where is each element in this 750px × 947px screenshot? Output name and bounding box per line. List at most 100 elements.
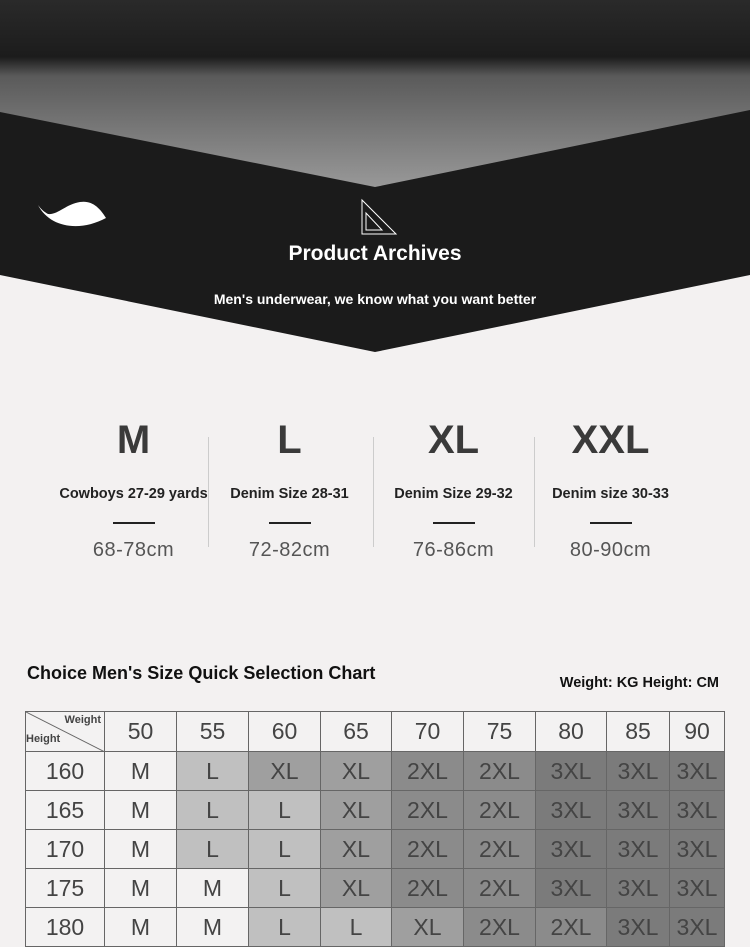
size-cell: XL (320, 790, 392, 830)
size-card-xl: XL Denim Size 29-32 76-86cm (371, 418, 536, 562)
table-row: 175 M M L XL 2XL 2XL 3XL 3XL 3XL (25, 868, 725, 908)
weight-header: 85 (606, 711, 670, 752)
size-cell: L (248, 907, 321, 947)
size-desc: Denim size 30-33 (552, 486, 669, 502)
size-cell: 3XL (669, 829, 725, 869)
height-cell: 160 (25, 751, 105, 791)
size-cell: L (176, 751, 249, 791)
weight-header: 55 (176, 711, 249, 752)
height-cell: 175 (25, 868, 105, 908)
size-cell: L (320, 907, 392, 947)
size-cell: 3XL (535, 829, 607, 869)
size-cell: 3XL (669, 868, 725, 908)
size-cell: M (104, 829, 177, 869)
size-cell: 2XL (391, 829, 464, 869)
weight-header: 75 (463, 711, 536, 752)
weight-axis-label: Weight (64, 714, 101, 726)
size-cell: L (248, 868, 321, 908)
size-range: 76-86cm (412, 539, 495, 561)
units-label: Weight: KG Height: CM (559, 675, 719, 691)
table-row: 160 M L XL XL 2XL 2XL 3XL 3XL 3XL (25, 751, 725, 791)
size-cell: M (104, 907, 177, 947)
divider (534, 437, 535, 547)
weight-header: 90 (669, 711, 725, 752)
size-cell: 2XL (463, 907, 536, 947)
size-range: 72-82cm (248, 539, 331, 561)
corner-cell: Weight Height (25, 711, 105, 752)
height-cell: 180 (25, 907, 105, 947)
size-cell: M (104, 868, 177, 908)
size-cell: L (176, 790, 249, 830)
size-card-xxl: XXL Denim size 30-33 80-90cm (528, 418, 693, 562)
size-cell: 3XL (606, 829, 670, 869)
page-title: Product Archives (288, 242, 462, 265)
leaf-icon (38, 201, 106, 227)
header-banner (0, 0, 750, 352)
size-desc: Cowboys 27-29 yards (59, 486, 208, 502)
size-cell: M (104, 790, 177, 830)
size-cell: 3XL (669, 751, 725, 791)
size-label: XL (427, 418, 480, 462)
size-cell: 3XL (606, 868, 670, 908)
size-cell: 2XL (463, 829, 536, 869)
size-cell: M (176, 907, 249, 947)
size-chart-title: Choice Men's Size Quick Selection Chart (27, 663, 376, 683)
size-cell: 3XL (669, 907, 725, 947)
size-label: M (116, 418, 151, 462)
size-range: 80-90cm (569, 539, 652, 561)
size-card-l: L Denim Size 28-31 72-82cm (207, 418, 372, 562)
size-chart-table: Weight Height 50 55 60 65 70 75 80 85 90 160 M L XL XL 2… (25, 711, 725, 947)
size-cell: 3XL (535, 751, 607, 791)
height-cell: 165 (25, 790, 105, 830)
size-cell: L (176, 829, 249, 869)
weight-header: 80 (535, 711, 607, 752)
size-cell: 3XL (606, 751, 670, 791)
size-card-m: M Cowboys 27-29 yards 68-78cm (51, 418, 216, 562)
weight-header: 70 (391, 711, 464, 752)
size-desc: Denim Size 28-31 (230, 486, 349, 502)
divider (112, 522, 155, 524)
height-cell: 170 (25, 829, 105, 869)
table-row: 170 M L L XL 2XL 2XL 3XL 3XL 3XL (25, 829, 725, 869)
size-cell: 3XL (606, 907, 670, 947)
size-range: 68-78cm (92, 539, 175, 561)
size-cell: 3XL (535, 790, 607, 830)
size-cell: 3XL (669, 790, 725, 830)
dark-chevron-band (0, 110, 750, 352)
size-label: XXL (571, 418, 650, 462)
size-cell: 2XL (463, 868, 536, 908)
set-square-ruler-icon (361, 198, 398, 235)
divider (589, 522, 632, 524)
size-cell: XL (248, 751, 321, 791)
weight-header: 50 (104, 711, 177, 752)
weight-header: 65 (320, 711, 392, 752)
table-row: 165 M L L XL 2XL 2XL 3XL 3XL 3XL (25, 790, 725, 830)
size-cell: L (248, 829, 321, 869)
size-cell: 2XL (391, 790, 464, 830)
divider (268, 522, 311, 524)
size-label: L (277, 418, 302, 462)
table-row: 180 M M L L XL 2XL 2XL 3XL 3XL (25, 907, 725, 947)
size-cell: 2XL (463, 751, 536, 791)
size-cell: 3XL (606, 790, 670, 830)
size-cell: 2XL (463, 790, 536, 830)
page-subtitle: Men's underwear, we know what you want b… (213, 291, 537, 307)
divider (208, 437, 209, 547)
divider (373, 437, 374, 547)
size-cell: XL (391, 907, 464, 947)
size-cell: 2XL (391, 868, 464, 908)
size-cell: L (248, 790, 321, 830)
size-cell: XL (320, 751, 392, 791)
weight-header: 60 (248, 711, 321, 752)
size-cell: 2XL (391, 751, 464, 791)
table-header-row: Weight Height 50 55 60 65 70 75 80 85 90 (25, 711, 725, 752)
size-desc: Denim Size 29-32 (394, 486, 513, 502)
size-cell: 2XL (535, 907, 607, 947)
size-cell: M (176, 868, 249, 908)
height-axis-label: Height (26, 733, 61, 745)
size-cell: 3XL (535, 868, 607, 908)
divider (432, 522, 475, 524)
size-cell: XL (320, 868, 392, 908)
size-cell: XL (320, 829, 392, 869)
size-cell: M (104, 751, 177, 791)
